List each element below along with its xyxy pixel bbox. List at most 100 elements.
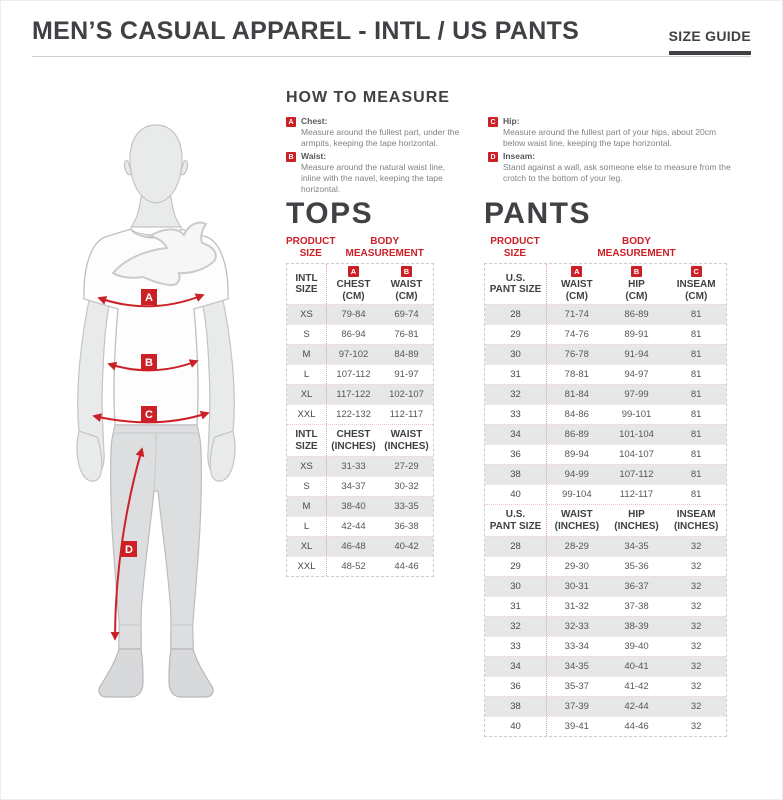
hip-badge-letter: C <box>145 409 153 421</box>
table-row: S 34-37 30-32 <box>287 476 433 496</box>
figure-head <box>123 124 189 228</box>
size-cell: 34 <box>485 425 547 444</box>
value-cell: 122-132 <box>336 409 371 420</box>
value-cell: 81 <box>690 349 702 360</box>
size-cell: 29 <box>485 557 547 576</box>
value-cell: 32 <box>690 621 702 632</box>
size-cell: XS <box>287 457 327 476</box>
pants-waist-inches-header: WAIST (INCHES) <box>554 509 600 532</box>
table-row: M 38-40 33-35 <box>287 496 433 516</box>
pants-cm-header-row: U.S. PANT SIZE A WAIST (CM) B HIP (CM) C… <box>485 264 726 304</box>
size-cell: 29 <box>485 325 547 344</box>
table-row: 34 86-89 101-104 81 <box>485 424 726 444</box>
table-row: 36 89-94 104-107 81 <box>485 444 726 464</box>
table-row: 29 74-76 89-91 81 <box>485 324 726 344</box>
chest-badge-letter: A <box>145 292 153 304</box>
chest-label: Chest: <box>301 116 328 126</box>
value-cell: 81 <box>690 369 702 380</box>
size-cell: 40 <box>485 717 547 736</box>
value-cell: 27-29 <box>394 461 419 472</box>
tshirt-logo <box>111 221 217 287</box>
table-row: 38 37-39 42-44 32 <box>485 696 726 716</box>
table-row: L 42-44 36-38 <box>287 516 433 536</box>
table-row: 32 32-33 38-39 32 <box>485 616 726 636</box>
size-cell: 30 <box>485 345 547 364</box>
table-row: 31 31-32 37-38 32 <box>485 596 726 616</box>
table-row: 28 28-29 34-35 32 <box>485 536 726 556</box>
size-cell: 31 <box>485 365 547 384</box>
inseam-badge-letter: D <box>125 544 133 556</box>
table-row: 32 81-84 97-99 81 <box>485 384 726 404</box>
size-cell: 32 <box>485 385 547 404</box>
chest-cm-label: CHEST (CM) <box>336 279 371 302</box>
table-row: 33 84-86 99-101 81 <box>485 404 726 424</box>
value-cell: 32 <box>690 561 702 572</box>
figure-right-ear <box>180 160 189 176</box>
value-cell: 42-44 <box>341 521 366 532</box>
value-cell: 101-104 <box>619 429 654 440</box>
pants-section: PANTS PRODUCT SIZE BODY MEASUREMENT U.S.… <box>484 199 727 737</box>
value-cell: 81 <box>690 329 702 340</box>
table-row: M 97-102 84-89 <box>287 344 433 364</box>
value-cell: 86-94 <box>341 329 366 340</box>
size-cell: XXL <box>287 557 327 576</box>
size-cell: 30 <box>485 577 547 596</box>
value-cell: 81 <box>690 469 702 480</box>
value-cell: 81 <box>690 389 702 400</box>
waist-cm-label: WAIST (CM) <box>390 279 423 302</box>
pants-waist-cm-header: A WAIST (CM) <box>547 264 607 304</box>
value-cell: 44-46 <box>394 561 419 572</box>
measure-item-inseam: D Inseam: Stand against a wall, ask some… <box>488 151 738 184</box>
table-row: XXL 122-132 112-117 <box>287 404 433 424</box>
measure-item-waist: B Waist: Measure around the natural wais… <box>286 151 464 195</box>
value-cell: 97-102 <box>338 349 369 360</box>
size-cell: L <box>287 365 327 384</box>
value-cell: 36-38 <box>394 521 419 532</box>
table-row: S 86-94 76-81 <box>287 324 433 344</box>
figure-right-hand <box>209 430 236 482</box>
size-cell: 38 <box>485 465 547 484</box>
inseam-column-badge: C <box>690 266 702 278</box>
value-cell: 32 <box>690 601 702 612</box>
value-cell: 99-101 <box>621 409 652 420</box>
tops-cm-rows: XS 79-84 69-74 S 86-94 76-81 M 97-102 84-89 L 107-… <box>287 304 433 424</box>
value-cell: 104-107 <box>619 449 654 460</box>
value-cell: 94-99 <box>564 469 589 480</box>
value-cell: 74-76 <box>564 329 589 340</box>
value-cell: 32 <box>690 701 702 712</box>
tops-cm-size-header: INTL SIZE <box>287 264 327 304</box>
size-cell: 38 <box>485 697 547 716</box>
size-cell: XL <box>287 385 327 404</box>
value-cell: 32 <box>690 661 702 672</box>
waist-label: Waist: <box>301 151 327 162</box>
value-cell: 99-104 <box>562 489 592 500</box>
size-cell: M <box>287 497 327 516</box>
tops-waist-inches-header: WAIST (INCHES) <box>384 429 429 452</box>
value-cell: 46-48 <box>341 541 366 552</box>
value-cell: 34-35 <box>564 661 589 672</box>
measure-item-hip: C Hip: Measure around the fullest part o… <box>488 116 738 149</box>
value-cell: 35-37 <box>564 681 589 692</box>
inseam-label: Inseam: <box>503 151 536 162</box>
size-cell: 36 <box>485 677 547 696</box>
value-cell: 32 <box>690 581 702 592</box>
figure-svg: A B C D <box>76 124 236 698</box>
value-cell: 42-44 <box>624 701 649 712</box>
figure-arms <box>76 290 236 482</box>
value-cell: 35-36 <box>624 561 649 572</box>
size-cell: 40 <box>485 485 547 504</box>
value-cell: 34-37 <box>341 481 366 492</box>
table-row: 33 33-34 39-40 32 <box>485 636 726 656</box>
value-cell: 32 <box>690 681 702 692</box>
value-cell: 69-74 <box>394 309 419 320</box>
value-cell: 112-117 <box>619 489 654 500</box>
value-cell: 86-89 <box>564 429 589 440</box>
table-row: XL 117-122 102-107 <box>287 384 433 404</box>
table-row: XXL 48-52 44-46 <box>287 556 433 576</box>
value-cell: 32 <box>690 541 702 552</box>
pants-column-group-headers: PRODUCT SIZE BODY MEASUREMENT <box>484 236 727 259</box>
how-to-measure-title: HOW TO MEASURE <box>286 89 450 106</box>
pants-cm-rows: 28 71-74 86-89 81 29 74-76 89-91 81 30 76-78 91-94… <box>485 304 726 504</box>
size-guide-tab[interactable]: SIZE GUIDE <box>668 28 751 55</box>
value-cell: 38-39 <box>624 621 649 632</box>
